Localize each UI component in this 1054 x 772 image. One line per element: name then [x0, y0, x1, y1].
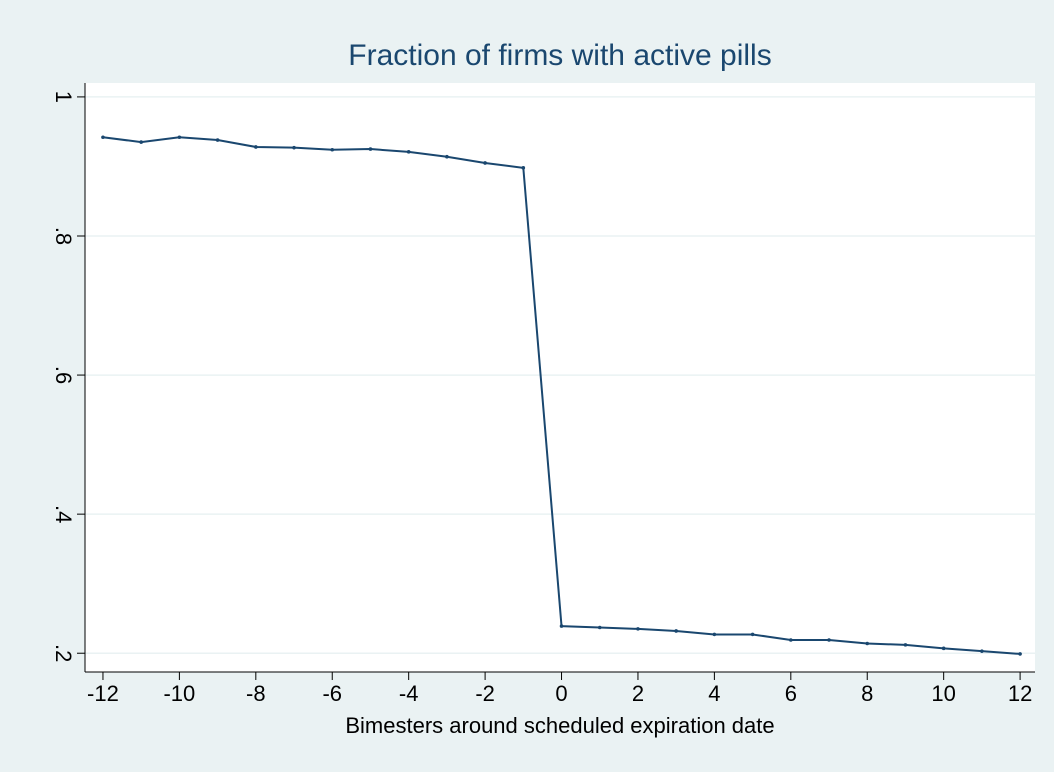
point — [215, 138, 220, 142]
point — [330, 147, 335, 152]
point — [139, 140, 143, 144]
x-tick-label: 2 — [632, 681, 644, 706]
y-tick-label: .4 — [51, 505, 76, 523]
point — [177, 135, 182, 140]
point — [1018, 652, 1022, 656]
point — [406, 150, 411, 154]
point — [941, 646, 946, 651]
x-tick-label: -4 — [399, 681, 419, 706]
x-tick-label: -8 — [246, 681, 266, 706]
x-tick-label: -6 — [322, 681, 342, 706]
point — [292, 145, 296, 150]
point — [368, 147, 373, 151]
point — [101, 135, 105, 140]
point — [712, 632, 717, 637]
y-tick-label: .6 — [51, 366, 76, 384]
chart-title: Fraction of firms with active pills — [348, 39, 771, 72]
y-tick-label: 1 — [51, 91, 76, 103]
point — [254, 145, 258, 149]
point — [674, 629, 678, 633]
point — [903, 643, 908, 647]
x-tick-label: -12 — [87, 681, 119, 706]
point — [789, 638, 793, 642]
point — [483, 161, 487, 165]
x-tick-label: 0 — [555, 681, 567, 706]
point — [597, 625, 602, 630]
x-axis-label: Bimesters around scheduled expiration da… — [345, 713, 774, 738]
point — [750, 632, 755, 637]
x-tick-label: 4 — [708, 681, 720, 706]
point — [636, 627, 640, 631]
y-tick-label: .2 — [51, 644, 76, 662]
point — [559, 624, 564, 628]
plot-area — [85, 83, 1035, 672]
x-tick-label: 8 — [861, 681, 873, 706]
point — [865, 641, 870, 646]
x-tick-label: -2 — [475, 681, 495, 706]
point — [827, 638, 831, 642]
y-tick-label: .8 — [51, 227, 76, 245]
x-tick-label: 10 — [931, 681, 955, 706]
x-tick-label: 12 — [1008, 681, 1032, 706]
point — [521, 166, 526, 170]
point — [445, 154, 449, 159]
x-tick-label: -10 — [163, 681, 195, 706]
point — [980, 649, 984, 653]
x-tick-label: 6 — [785, 681, 797, 706]
